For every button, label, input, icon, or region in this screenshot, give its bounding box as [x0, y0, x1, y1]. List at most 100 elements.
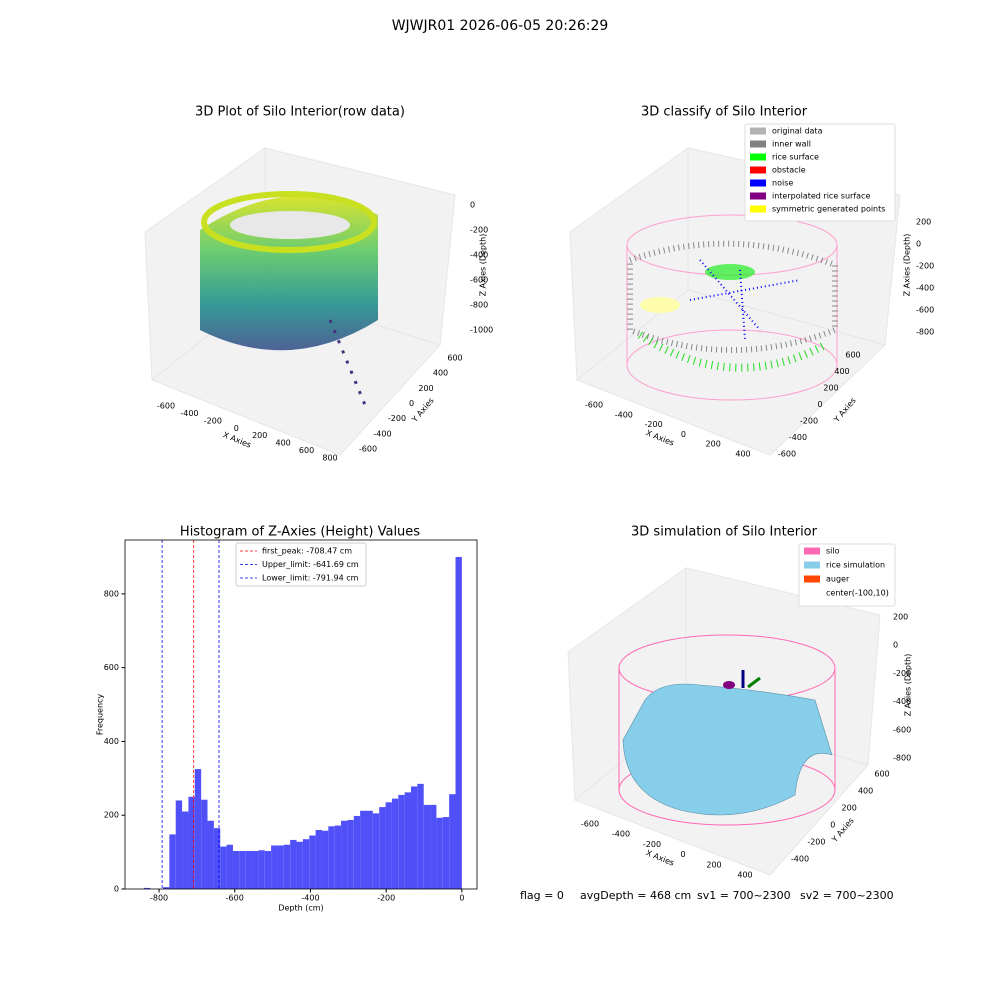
legend-label: Upper_limit: -641.69 cm: [262, 560, 359, 569]
y-tick-label: 400: [834, 367, 849, 376]
bar: [283, 844, 291, 889]
z-tick-label: -800: [893, 754, 911, 763]
bar: [404, 792, 411, 889]
chart-title: 3D simulation of Silo Interior: [631, 525, 818, 540]
y-tick-label: -400: [373, 429, 391, 438]
x-tick-label: 600: [299, 446, 314, 455]
sv1: sv1 = 700~2300: [697, 889, 791, 902]
bar: [258, 850, 265, 889]
x-tick-label: -400: [612, 830, 630, 839]
y-tick-label: -200: [800, 417, 818, 426]
x-axis-label: X Axies: [222, 430, 253, 449]
y-tick-label: 200: [823, 384, 838, 393]
legend-box: [798, 543, 896, 607]
bar: [341, 820, 348, 889]
bar: [360, 810, 367, 889]
bar: [436, 817, 443, 889]
legend-label: auger: [826, 575, 850, 584]
z-tick-label: 0: [916, 240, 921, 249]
z-tick-label: -600: [470, 276, 488, 285]
bar: [366, 810, 373, 889]
figure-title: WJWJR01 2026-06-05 20:26:29: [392, 18, 609, 34]
bar: [245, 851, 253, 889]
legend-label: inner wall: [772, 140, 811, 149]
x-tick-label: -800: [150, 894, 168, 903]
bar: [442, 817, 450, 889]
y-tick-label: 0: [409, 399, 414, 408]
bar: [302, 839, 310, 889]
y-tick-label: -400: [789, 433, 807, 442]
x-tick-label: -200: [643, 840, 661, 849]
bar: [449, 794, 456, 889]
bar: [163, 887, 170, 889]
x-tick-label: -400: [180, 409, 198, 418]
z-tick-label: -600: [916, 306, 934, 315]
bar: [207, 820, 214, 889]
avg-depth: avgDepth = 468 cm: [580, 889, 691, 902]
legend-swatch: [750, 140, 766, 148]
flag: flag = 0: [520, 889, 564, 902]
bar: [194, 769, 202, 889]
bar: [372, 813, 380, 889]
x-tick-label: -600: [157, 402, 175, 411]
y-tick-label: 800: [104, 589, 119, 598]
z-tick-label: -800: [916, 328, 934, 337]
x-tick-label: -400: [301, 894, 319, 903]
chart-title: Histogram of Z-Axies (Height) Values: [180, 525, 420, 540]
legend-swatch: [750, 179, 766, 187]
y-tick-label: -200: [388, 414, 406, 423]
plot-frame: [124, 539, 478, 890]
y-tick-label: -600: [359, 445, 377, 454]
bar: [182, 811, 189, 889]
bar: [379, 807, 386, 889]
legend-swatch: [750, 127, 766, 135]
y-tick-label: 600: [104, 663, 119, 672]
y-axis-label: Frequency: [96, 694, 105, 736]
bar: [417, 783, 424, 889]
bar: [296, 841, 303, 889]
bar: [430, 804, 437, 889]
z-tick-label: -400: [893, 697, 911, 706]
bar: [220, 846, 227, 889]
x-tick-label: 400: [737, 871, 752, 880]
simulation: [618, 634, 836, 826]
legend-label: first_peak: -708.47 cm: [262, 547, 352, 556]
bar: [143, 887, 151, 889]
legend-label: rice simulation: [826, 561, 885, 570]
x-tick-label: -600: [585, 401, 603, 410]
legend-label: Lower_limit: -791.94 cm: [262, 574, 359, 583]
bar: [353, 815, 361, 889]
z-tick-label: -600: [893, 725, 911, 734]
x-tick-label: 400: [276, 439, 291, 448]
y-tick-label: 400: [858, 787, 873, 796]
x-tick-label: 200: [706, 860, 721, 869]
y-tick-label: 400: [433, 369, 448, 378]
z-axis-label: Z Axies (Depth): [903, 234, 912, 297]
x-axis-label: X Axies: [645, 428, 676, 447]
z-tick-label: 0: [893, 641, 898, 650]
sv2: sv2 = 700~2300: [800, 889, 894, 902]
legend-swatch: [804, 561, 820, 569]
point-cloud: [200, 191, 378, 406]
bar: [239, 851, 246, 889]
chart-title: 3D classify of Silo Interior: [641, 105, 808, 120]
legend-label: center(-100,10): [826, 589, 889, 598]
bar: [232, 851, 240, 889]
x-tick-label: -200: [204, 416, 222, 425]
legend-label: original data: [772, 127, 823, 136]
x-tick-label: 800: [322, 454, 337, 463]
bar: [309, 835, 316, 889]
classified-cloud: [626, 214, 838, 401]
legend-box: [744, 123, 896, 222]
bar: [385, 802, 392, 889]
y-tick-label: 200: [418, 384, 433, 393]
legend-swatch: [804, 547, 820, 555]
z-tick-label: 0: [470, 201, 475, 210]
y-tick-label: 0: [114, 885, 119, 894]
bar: [423, 804, 431, 889]
bar: [410, 786, 418, 889]
legend-label: rice surface: [772, 153, 819, 162]
x-tick-label: 0: [681, 430, 686, 439]
bar: [271, 845, 278, 889]
